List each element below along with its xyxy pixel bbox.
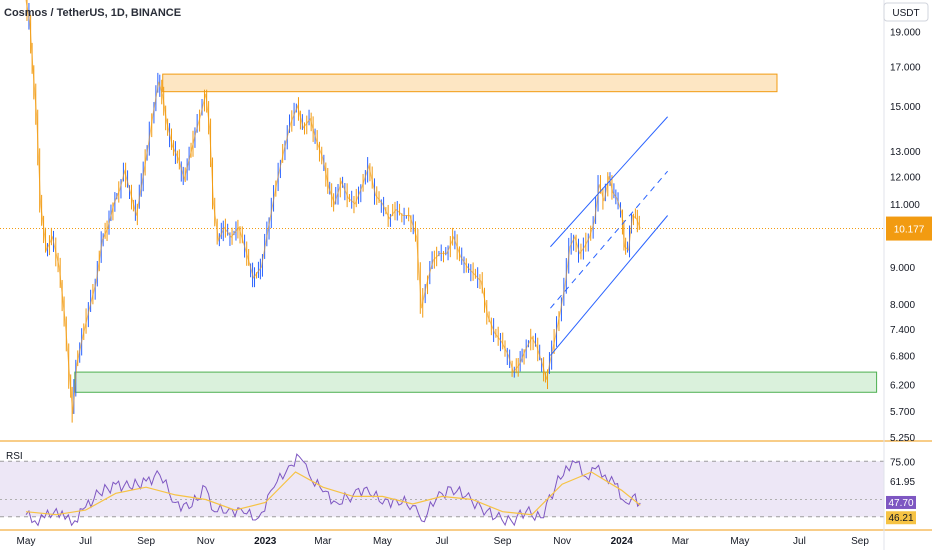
labels: 19.000 17.000 15.000 13.000 12.000 11.000 9.00… (17, 28, 932, 547)
price-tick-label: 15.000 (890, 102, 921, 113)
time-tick-label: Sep (851, 536, 869, 547)
price-tick-label: 8.000 (890, 300, 915, 311)
time-tick-label: Jul (79, 536, 92, 547)
price-tick-label: 7.400 (890, 325, 915, 336)
rsi-tick-label: 61.95 (890, 477, 915, 488)
rsi-ma-value: 46.21 (888, 513, 913, 524)
price-tick-label: 12.000 (890, 172, 921, 183)
time-tick-label: Jul (436, 536, 449, 547)
rsi-ma-badge (886, 511, 916, 525)
time-tick-label: Jul (793, 536, 806, 547)
rsi-value: 47.70 (888, 498, 913, 509)
support-zone[interactable] (74, 371, 878, 393)
time-tick-label: Nov (553, 536, 571, 547)
time-tick-label: 2024 (611, 536, 634, 547)
price-tick-label: 17.000 (890, 63, 921, 74)
resistance-zone[interactable] (162, 73, 778, 93)
rsi-ma-line (25, 471, 641, 516)
rsi-line (25, 453, 641, 527)
current-price-badge (886, 216, 932, 241)
channel-lower-line[interactable] (550, 215, 668, 356)
price-tick-label: 9.000 (890, 263, 915, 274)
zones (74, 73, 878, 393)
currency-button[interactable] (883, 2, 929, 22)
time-tick-label: Mar (314, 536, 332, 547)
price-tick-label: 6.200 (890, 381, 915, 392)
channel-upper-line[interactable] (550, 116, 668, 248)
time-tick-label: 2023 (254, 536, 277, 547)
rsi-pane (0, 453, 884, 527)
currency-label: USDT (892, 8, 919, 19)
chart-title: Cosmos / TetherUS, 1D, BINANCE (4, 7, 181, 19)
price-tick-label: 11.000 (890, 200, 920, 211)
rsi-tick-label: 75.00 (890, 457, 915, 468)
time-tick-label: Mar (672, 536, 690, 547)
rsi-title: RSI (6, 451, 23, 462)
time-tick-label: May (730, 536, 749, 547)
price-tick-label: 5.250 (890, 433, 915, 444)
rsi-value-badge (886, 495, 916, 509)
price-tick-label: 13.000 (890, 147, 921, 158)
price-tick-label: 19.000 (890, 28, 921, 39)
price-tick-label: 6.800 (890, 351, 915, 362)
price-tick-label: 5.700 (890, 407, 915, 418)
time-tick-label: May (17, 536, 36, 547)
current-price-value: 10.177 (894, 225, 925, 236)
time-tick-label: Nov (197, 536, 215, 547)
time-tick-label: Sep (494, 536, 512, 547)
time-tick-label: Sep (137, 536, 155, 547)
price-line (25, 0, 641, 414)
channel-middle-line[interactable] (550, 170, 668, 309)
rsi-band (0, 461, 884, 517)
price-channel (550, 116, 668, 356)
time-tick-label: May (373, 536, 392, 547)
